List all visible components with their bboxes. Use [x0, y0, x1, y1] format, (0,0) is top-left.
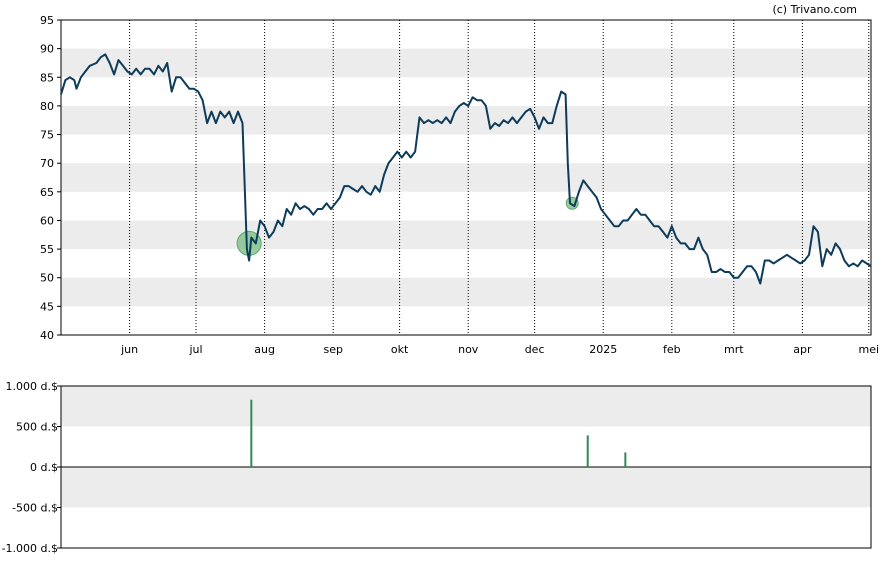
- price-band: [61, 220, 871, 250]
- y-tick-label: -500 d.$: [12, 502, 58, 515]
- x-tick-label: jul: [188, 343, 202, 356]
- price-plot-frame: [60, 19, 872, 336]
- volume-bar: [624, 452, 627, 467]
- y-tick-label: 80: [40, 100, 54, 113]
- y-tick-label: 85: [40, 71, 54, 84]
- volume-band: [61, 386, 871, 427]
- x-tick-label: 2025: [589, 343, 617, 356]
- y-tick-label: 55: [40, 243, 54, 256]
- y-tick-label: 1.000 d.$: [6, 380, 58, 393]
- x-tick-label: okt: [391, 343, 409, 356]
- y-tick-label: 90: [40, 43, 54, 56]
- y-tick-label: 45: [40, 300, 54, 313]
- x-tick-label: nov: [458, 343, 479, 356]
- price-band: [61, 48, 871, 78]
- volume-bar: [586, 435, 589, 467]
- x-tick-label: dec: [525, 343, 545, 356]
- x-tick-label: feb: [663, 343, 681, 356]
- y-tick-label: 70: [40, 157, 54, 170]
- x-tick-label: mei: [859, 343, 880, 356]
- x-tick-label: mrt: [724, 343, 744, 356]
- y-tick-label: 75: [40, 129, 54, 142]
- y-tick-label: 95: [40, 14, 54, 27]
- volume-bar: [250, 399, 253, 467]
- y-tick-label: 65: [40, 186, 54, 199]
- price-band: [61, 163, 871, 192]
- price-band: [61, 277, 871, 307]
- y-tick-label: 40: [40, 329, 54, 342]
- y-tick-label: -1.000 d.$: [2, 542, 58, 555]
- y-tick-label: 60: [40, 214, 54, 227]
- x-tick-label: jun: [120, 343, 138, 356]
- volume-band: [61, 467, 871, 508]
- y-tick-label: 50: [40, 272, 54, 285]
- x-tick-label: aug: [254, 343, 275, 356]
- price-line: [60, 53, 872, 285]
- x-tick-label: apr: [793, 343, 812, 356]
- price-chart: jun jul aug sep okt nov dec 2025 feb mrt apr mei 40 4…: [40, 14, 879, 356]
- price-band: [61, 105, 871, 135]
- y-tick-label: 0 d.$: [30, 461, 58, 474]
- credit-text: (c) Trivano.com: [772, 3, 857, 16]
- y-tick-label: 500 d.$: [16, 421, 58, 434]
- volume-chart: 1.000 d.$ 500 d.$ 0 d.$ -500 d.$ -1.000 d.$: [2, 380, 872, 555]
- x-tick-label: sep: [323, 343, 342, 356]
